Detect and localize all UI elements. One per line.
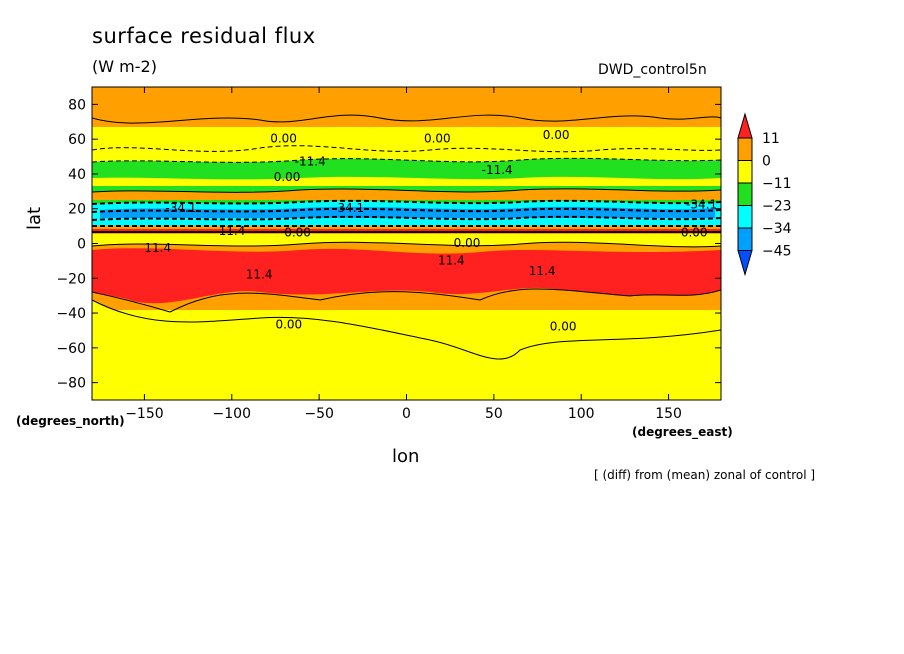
y-tick-label: 40 [68, 167, 86, 183]
contour-label: 0.00 [543, 128, 570, 142]
y-tick-label: 20 [68, 202, 86, 218]
units-label: (W m-2) [92, 57, 157, 76]
contour-label: 0.00 [424, 132, 451, 146]
x-tick-label: −100 [213, 406, 251, 422]
x-tick-label: −50 [304, 406, 334, 422]
contour-label: 0.00 [284, 226, 311, 240]
colorbar-bottom-arrow [737, 250, 753, 277]
x-tick-label: 0 [402, 406, 411, 422]
contour-label: -34.1 [686, 198, 717, 212]
colorbar-label: −11 [762, 176, 792, 192]
y-tick-label: 80 [68, 97, 86, 113]
x-tick-label: 100 [568, 406, 595, 422]
contour-label: -11.4 [482, 163, 513, 177]
colorbar-box [737, 227, 753, 251]
contour-label: 11.4 [246, 267, 273, 281]
y-tick-label: −20 [56, 271, 86, 287]
colorbar-label: −34 [762, 221, 792, 237]
contour-label: -11.4 [214, 224, 245, 238]
contour-label: -34.1 [333, 201, 364, 215]
colorbar-box [737, 205, 753, 229]
y-tick-label: 0 [77, 237, 86, 253]
contour-labels: 0.00 0.00 0.00 -11.4 0.00 -11.4 -34.1 -34.1 -11.… [144, 128, 717, 333]
x-tick-label: 50 [485, 406, 503, 422]
footnote: [ (diff) from (mean) zonal of control ] [594, 468, 816, 482]
y-tick-label: −80 [56, 376, 86, 392]
colorbar-label: 11 [762, 131, 780, 147]
contour-label: 0.00 [550, 319, 577, 333]
colorbar-top-arrow [737, 112, 753, 139]
y-axis: −80 −60 −40 −20 0 20 40 60 80 [56, 97, 721, 392]
x-unit-label: (degrees_east) [632, 425, 733, 439]
x-axis-label: lon [392, 446, 420, 467]
y-tick-label: 60 [68, 132, 86, 148]
chart-title: surface residual flux [92, 24, 316, 48]
contour-label: -11.4 [295, 154, 326, 168]
colorbar-box [737, 137, 753, 161]
contour-label: 11.4 [438, 253, 465, 267]
contour-label: 0.00 [274, 170, 301, 184]
x-tick-label: 150 [655, 406, 682, 422]
contour-label: 11.4 [144, 241, 171, 255]
contour-label: 0.00 [275, 318, 302, 332]
y-unit-label: (degrees_north) [16, 414, 125, 428]
colorbar-label: −23 [762, 199, 792, 215]
contour-label: -34.1 [165, 201, 196, 215]
y-tick-label: −60 [56, 341, 86, 357]
colorbar-label: −45 [762, 244, 792, 260]
colorbar-box [737, 182, 753, 206]
x-axis: −150 −100 −50 0 50 100 150 [125, 87, 682, 422]
contour-label: 11.4 [529, 264, 556, 278]
y-tick-label: −40 [56, 306, 86, 322]
field [92, 87, 721, 400]
contour-lines [92, 114, 721, 360]
x-tick-label: −150 [125, 406, 163, 422]
run-name: DWD_control5n [598, 62, 707, 78]
contour-label: 0.00 [681, 226, 708, 240]
colorbar-label: 0 [762, 154, 771, 170]
colorbar-box [737, 160, 753, 184]
colorbar: 11 0 −11 −23 −34 −45 [737, 112, 792, 277]
contour-label: 0.00 [270, 132, 297, 146]
contour-label: 0.00 [454, 236, 481, 250]
